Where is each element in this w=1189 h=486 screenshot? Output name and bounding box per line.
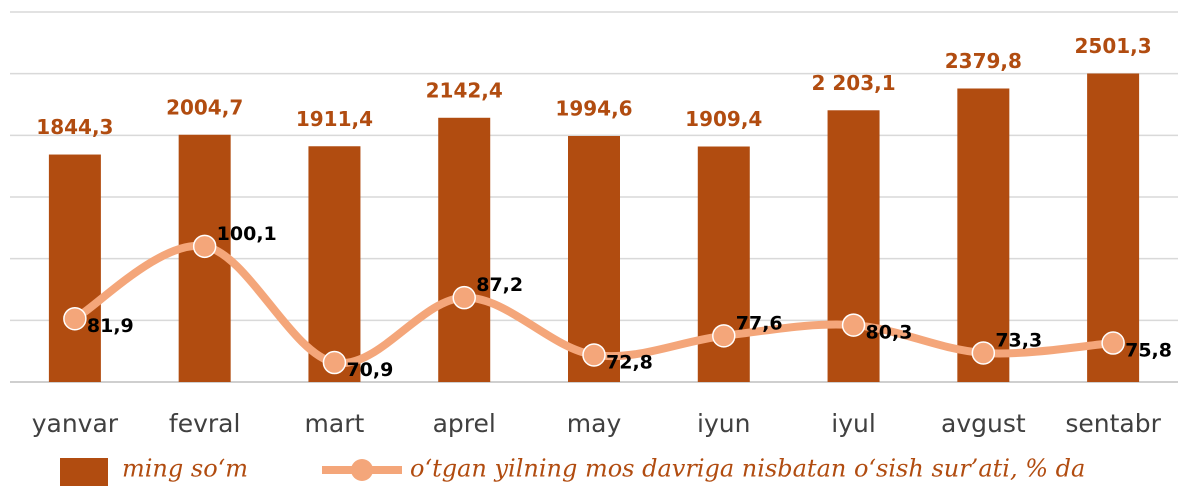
- line-marker: [971, 341, 996, 365]
- bar-value-label: 2142,4: [426, 78, 503, 102]
- line-marker: [841, 313, 866, 337]
- bar: [957, 88, 1010, 382]
- x-tick-label: yanvar: [32, 409, 119, 438]
- line-value-label: 75,8: [1125, 340, 1172, 362]
- line: [72, 241, 1114, 368]
- bar: [568, 135, 620, 382]
- line-value-label: 77,6: [736, 312, 783, 334]
- x-tick-label: fevral: [169, 409, 241, 438]
- bar-value-label: 2501,3: [1075, 34, 1152, 58]
- x-tick-label: may: [567, 409, 622, 438]
- bar-value-label: 1994,6: [555, 96, 632, 120]
- x-tick-label: avgust: [941, 409, 1026, 438]
- line-marker: [582, 343, 606, 367]
- bar-value-label: 1909,4: [685, 107, 762, 131]
- line-marker: [63, 306, 87, 331]
- line-marker: [452, 285, 476, 310]
- line-value-label: 100,1: [217, 223, 277, 245]
- line-value-label: 87,2: [476, 274, 523, 296]
- line-value-label: 73,3: [995, 329, 1042, 351]
- bar-value-label: 2 203,1: [811, 71, 895, 95]
- line-marker: [192, 234, 217, 259]
- x-tick-label: iyul: [831, 409, 876, 438]
- legend-swatch: [60, 458, 108, 486]
- legend-label: o‘tgan yilning mos davriga nisbatan o‘si…: [410, 455, 1085, 483]
- x-tick-label: sentabr: [1065, 409, 1161, 438]
- bar-value-label: 2004,7: [166, 95, 243, 119]
- line-marker: [1101, 331, 1125, 355]
- bar: [48, 154, 101, 382]
- bar-value-label: 2379,8: [945, 49, 1022, 73]
- x-tick-label: aprel: [433, 409, 496, 438]
- bar: [1087, 73, 1140, 382]
- bar: [308, 146, 361, 382]
- bar-value-label: 1844,3: [36, 115, 113, 139]
- legend-label: ming so‘m: [122, 455, 248, 483]
- line-value-label: 81,9: [87, 315, 134, 337]
- line-value-label: 70,9: [346, 359, 393, 381]
- bar: [438, 117, 491, 383]
- line-value-label: 72,8: [606, 351, 653, 373]
- line-value-label: 80,3: [866, 322, 913, 344]
- bar-value-label: 1911,4: [296, 107, 373, 131]
- line-marker: [712, 324, 736, 348]
- line-marker: [322, 350, 347, 375]
- legend-marker: [351, 459, 373, 481]
- x-tick-label: iyun: [697, 409, 750, 438]
- x-tick-label: mart: [305, 409, 365, 438]
